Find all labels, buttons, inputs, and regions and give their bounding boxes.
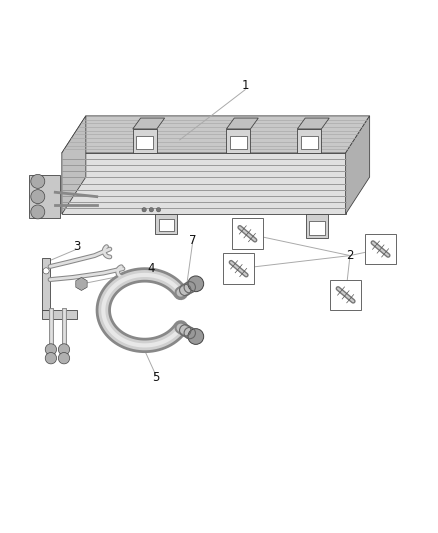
Polygon shape (29, 175, 60, 219)
Circle shape (31, 190, 45, 204)
Polygon shape (226, 118, 258, 129)
Circle shape (142, 207, 146, 212)
Bar (232, 219, 263, 249)
Circle shape (76, 279, 87, 289)
Circle shape (31, 205, 45, 219)
Circle shape (31, 174, 45, 188)
Text: 3: 3 (74, 240, 81, 253)
Polygon shape (155, 214, 177, 234)
Polygon shape (226, 129, 251, 153)
Text: 2: 2 (346, 249, 354, 262)
Bar (301, 135, 318, 149)
Polygon shape (133, 118, 165, 129)
Bar (330, 280, 361, 310)
Polygon shape (297, 129, 321, 153)
Polygon shape (42, 258, 50, 310)
Circle shape (149, 207, 153, 212)
Polygon shape (62, 116, 370, 153)
Polygon shape (346, 116, 370, 214)
Bar (230, 135, 247, 149)
Text: 1: 1 (241, 79, 249, 92)
Text: 7: 7 (189, 234, 197, 247)
Polygon shape (76, 277, 87, 290)
Polygon shape (42, 310, 77, 319)
Polygon shape (62, 153, 346, 214)
Bar (159, 220, 174, 231)
Text: 4: 4 (148, 262, 155, 275)
Bar (365, 234, 396, 264)
Bar (309, 221, 325, 235)
Circle shape (58, 344, 70, 355)
Polygon shape (297, 118, 329, 129)
Bar (136, 135, 153, 149)
Text: 5: 5 (152, 372, 159, 384)
Circle shape (188, 329, 204, 344)
Circle shape (43, 268, 49, 274)
Circle shape (58, 352, 70, 364)
Bar (223, 253, 254, 284)
Circle shape (45, 344, 57, 355)
Circle shape (156, 207, 161, 212)
Circle shape (45, 352, 57, 364)
Polygon shape (62, 116, 86, 214)
Polygon shape (306, 214, 328, 238)
Polygon shape (133, 129, 157, 153)
Circle shape (188, 276, 204, 292)
